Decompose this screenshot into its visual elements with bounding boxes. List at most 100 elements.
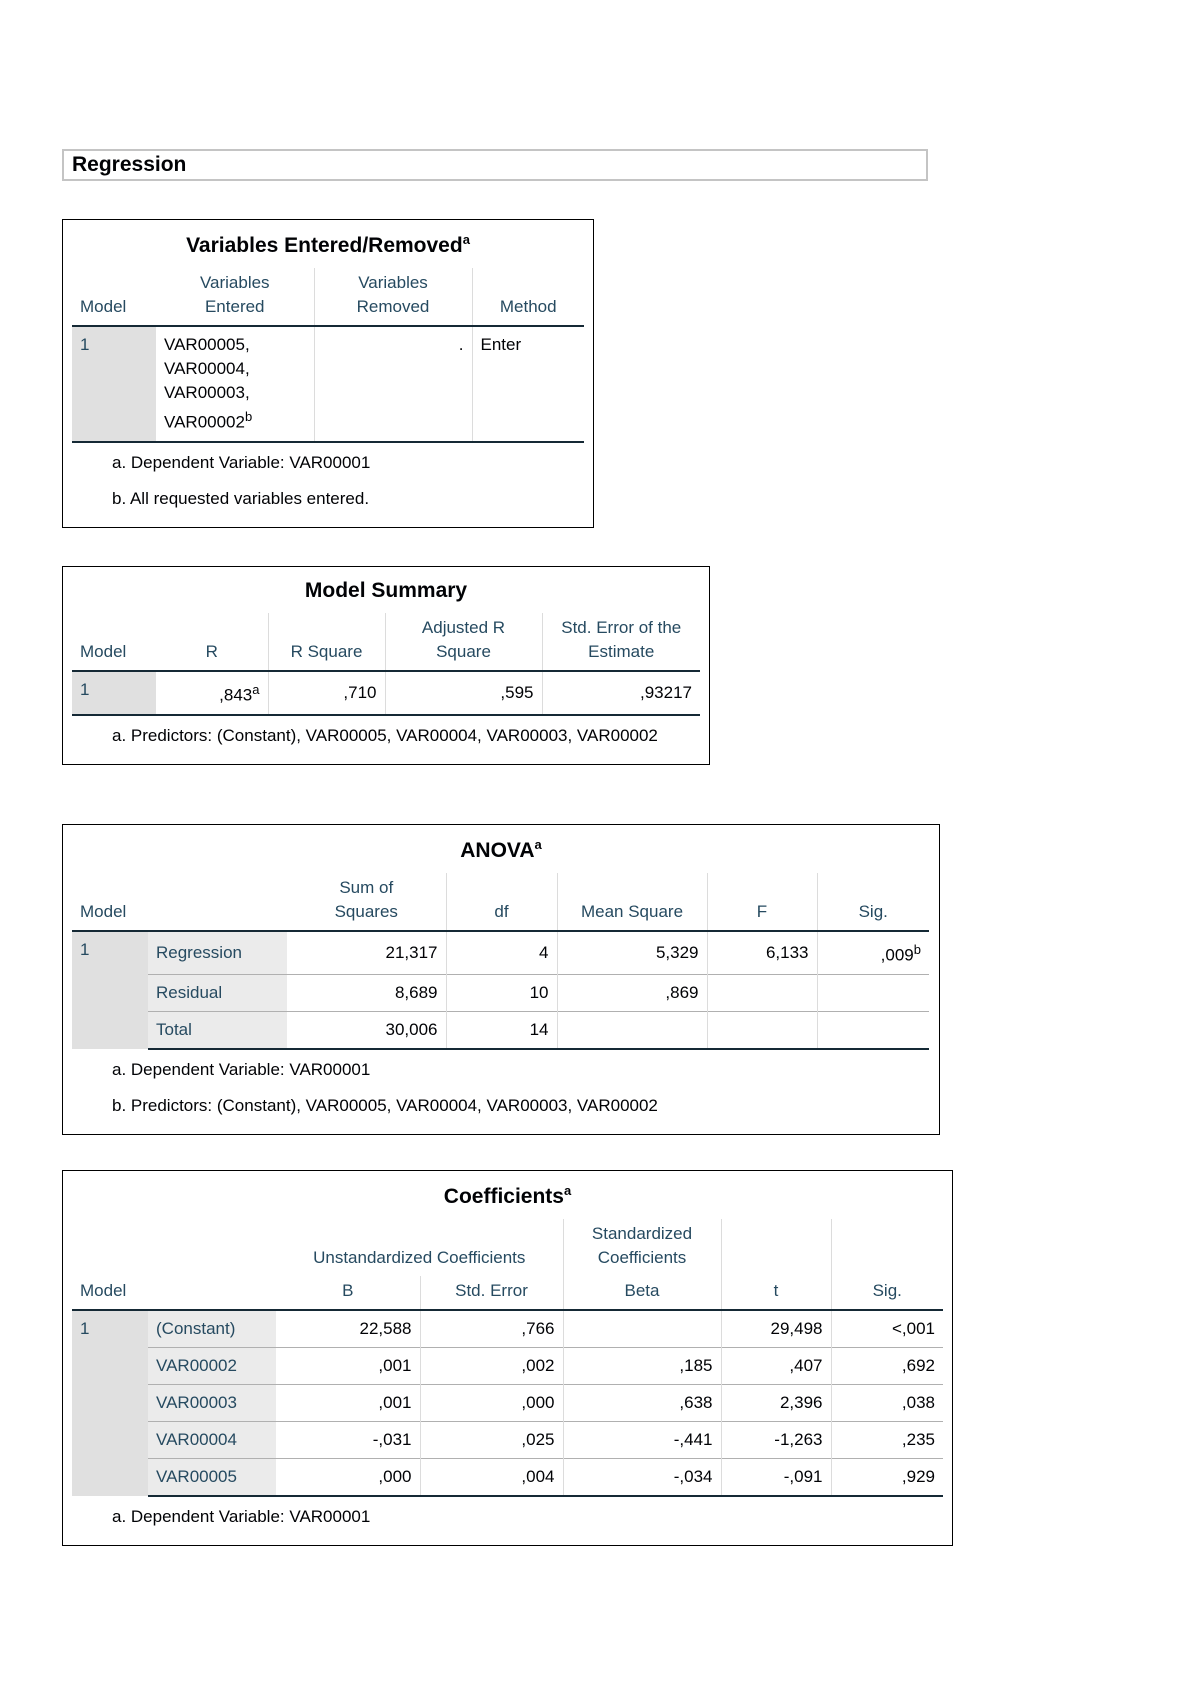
column-header: Sum of Squares	[287, 873, 446, 932]
cell-text: ,869	[665, 982, 699, 1002]
column-header: Model	[72, 268, 156, 327]
cell: 6,133	[706, 930, 817, 975]
header-row: Model R R Square Adjusted R Square Std. Erro…	[72, 613, 700, 672]
title-text: Coefficients	[443, 1185, 564, 1208]
footnote-ref: a	[534, 837, 542, 852]
cell-text: 21,317	[385, 942, 438, 962]
cell: ,93217	[541, 670, 700, 716]
cell: ,692	[830, 1347, 943, 1385]
entered-line: VAR00003,	[164, 381, 306, 405]
cell-text: -,091	[783, 1467, 823, 1486]
table-title: Coefficientsa	[72, 1171, 943, 1219]
cell-text: -,031	[372, 1430, 412, 1449]
cell-text: ,001	[378, 1393, 412, 1412]
header-row: Model Sum of Squares df Mean Square F Sig.	[72, 873, 929, 932]
cell-text: ,235	[901, 1430, 935, 1449]
cell: 29,498	[720, 1309, 831, 1348]
cell	[706, 1010, 817, 1050]
column-header: Sig.	[816, 873, 929, 932]
cell	[816, 1010, 929, 1050]
header-text: Sum of Squares	[334, 878, 398, 921]
model-cell: 1	[72, 325, 156, 443]
tbody: 1 VAR00005, VAR00004, VAR00003, VAR00002b. En…	[72, 325, 584, 443]
header-row: B Std. Error Beta	[72, 1276, 943, 1311]
cell	[556, 1010, 707, 1050]
cell: 4	[445, 930, 557, 975]
cell: ,929	[830, 1458, 943, 1497]
column-header: Variables Removed	[313, 268, 472, 327]
cell: Enter	[471, 325, 584, 443]
cell-text: ,002	[521, 1356, 555, 1375]
cell	[816, 973, 929, 1012]
header-text: Adjusted R Square	[421, 618, 506, 661]
header-text: df	[494, 902, 509, 921]
cell-text: 4	[539, 942, 549, 962]
header-text: R Square	[290, 642, 363, 661]
output-table: ANOVAa Model Sum of Squares df Mean Square F S…	[62, 824, 940, 1135]
table: Model Variables Entered Variables Removed M…	[72, 268, 584, 443]
column-header: Beta	[562, 1276, 721, 1311]
column-header: Variables Entered	[156, 268, 314, 327]
model-cell: 1	[72, 670, 156, 716]
header-text: Method	[499, 297, 557, 316]
row: 1 Regression 21,317 4 5,329 6,133 ,009b	[72, 930, 929, 1049]
cell: 2,396	[720, 1384, 831, 1422]
row: Residual 8,689 10 ,869	[72, 973, 929, 1012]
cell-text: ,692	[901, 1356, 935, 1375]
row-label: Residual	[148, 973, 287, 1012]
header-text: Variables Removed	[356, 273, 430, 316]
cell: 8,689	[287, 973, 446, 1012]
cell-text: -,034	[673, 1467, 713, 1486]
row: Total 30,006 14	[72, 1010, 929, 1050]
cell-text: ,000	[378, 1467, 412, 1486]
footnote-ref: a	[462, 232, 470, 247]
column-header: t	[720, 1219, 831, 1311]
header-text: Mean Square	[580, 902, 684, 921]
column-header: Model	[72, 1219, 276, 1311]
header-text: Model	[80, 642, 127, 661]
cell: ,595	[384, 670, 542, 716]
cell-text: VAR00002	[164, 412, 245, 432]
tbody: 1 (Constant) 22,588 ,766 29,498 <,001 VAR00002…	[72, 1309, 943, 1497]
cell-text: ,843	[219, 685, 253, 705]
cell: 21,317	[287, 930, 446, 975]
table-title: ANOVAa	[72, 825, 930, 873]
header-text: Model	[80, 297, 127, 316]
footnote: a. Dependent Variable: VAR00001	[112, 1507, 371, 1526]
cell-text: 2,396	[779, 1393, 823, 1412]
header-row: Model Unstandardized Coefficients Standard…	[72, 1219, 943, 1311]
cell: ,000	[276, 1458, 420, 1497]
cell-text: 29,498	[770, 1319, 823, 1338]
entered-line: VAR00004,	[164, 357, 306, 381]
row: VAR00005 ,000 ,004 -,034 -,091 ,929	[72, 1458, 943, 1497]
header-text: Model	[80, 902, 127, 921]
thead: Model Sum of Squares df Mean Square F Sig.	[72, 873, 929, 932]
cell: ,766	[419, 1309, 563, 1348]
footnote: a. Predictors: (Constant), VAR00005, VAR…	[112, 725, 658, 745]
thead: Model R R Square Adjusted R Square Std. Erro…	[72, 613, 700, 672]
cell-text: 6,133	[765, 942, 809, 962]
cell-text: 5,329	[655, 942, 699, 962]
header-row: Model Variables Entered Variables Removed M…	[72, 268, 584, 327]
cell: ,185	[562, 1347, 721, 1385]
cell-text: 14	[529, 1019, 549, 1039]
cell-text: ,638	[679, 1393, 713, 1412]
footnote-ref: b	[244, 409, 253, 424]
column-header: R Square	[267, 613, 385, 672]
footnote: b. All requested variables entered.	[112, 488, 370, 508]
column-header: Method	[471, 268, 584, 327]
cell-text: VAR00005,	[164, 335, 250, 354]
header-text: B	[342, 1281, 354, 1300]
column-header: Model	[72, 873, 287, 932]
footnote: a. Dependent Variable: VAR00001	[112, 1059, 371, 1079]
table-title: Model Summary	[72, 567, 700, 613]
header-text: Std. Error	[455, 1281, 528, 1300]
cell-text: 10	[529, 982, 549, 1002]
section-heading: Regression	[62, 149, 928, 181]
cell: ,710	[267, 670, 385, 716]
column-header: Std. Error of the Estimate	[541, 613, 700, 672]
cell-text: ,001	[378, 1356, 412, 1375]
row-label: Total	[148, 1010, 287, 1050]
header-text: Sig.	[858, 902, 888, 921]
column-header: R	[156, 613, 268, 672]
